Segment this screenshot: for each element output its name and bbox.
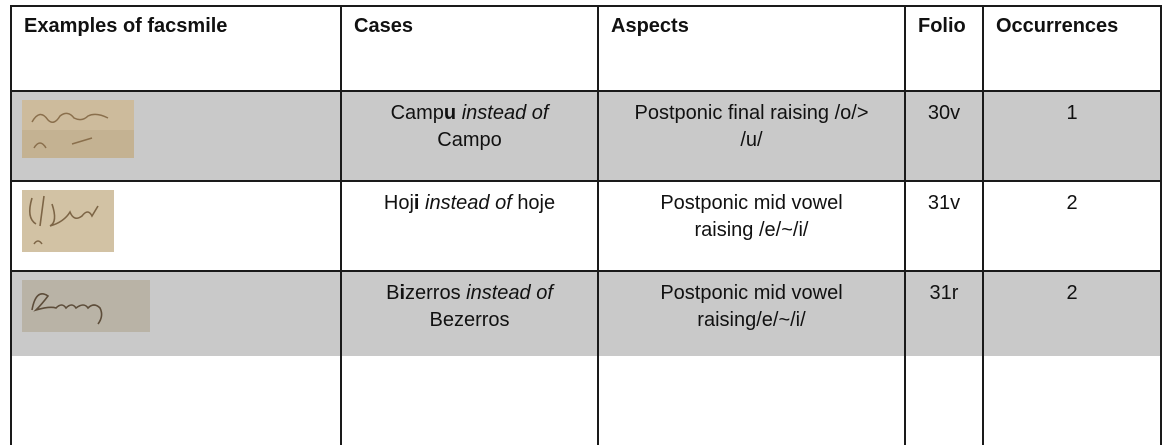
case-cell: Hoji instead of hoje bbox=[340, 180, 599, 272]
table-row: Hoji instead of hoje Postponic mid vowel… bbox=[10, 180, 1162, 272]
header-cell: Examples of facsmile bbox=[10, 5, 342, 92]
image-cell bbox=[10, 90, 342, 182]
case-connector: instead of bbox=[425, 192, 512, 214]
case-letter: i bbox=[399, 282, 406, 304]
facsimile-image bbox=[22, 280, 150, 332]
case-connector: instead of bbox=[466, 282, 553, 304]
case-cell: Bizerros instead of Bezerros bbox=[340, 270, 599, 445]
case-letter: i bbox=[413, 192, 420, 214]
table-row: Campu instead of Campo Postponic final r… bbox=[10, 90, 1162, 182]
image-cell bbox=[10, 180, 342, 272]
occurrences-cell: 2 bbox=[982, 180, 1162, 272]
facsimile-image bbox=[22, 190, 114, 252]
case-connector: instead of bbox=[461, 102, 549, 124]
facsimile-table: Examples of facsmile Cases Aspects Folio… bbox=[10, 5, 1162, 445]
occurrences-cell: 2 bbox=[982, 270, 1162, 445]
folio-cell: 31r bbox=[904, 270, 984, 445]
occurrences-cell: 1 bbox=[982, 90, 1162, 182]
page: {"table":{"header":["Examples of facsmil… bbox=[10, 5, 1162, 445]
case-text: B bbox=[386, 282, 400, 304]
facsimile-image bbox=[22, 100, 134, 158]
aspect-text: Postponic final raising /o/> /u/ bbox=[634, 102, 869, 151]
header-cell: Folio bbox=[904, 5, 984, 92]
aspect-text: Postponic mid vowel raising/e/~/i/ bbox=[660, 282, 843, 331]
case-letter: u bbox=[443, 102, 457, 124]
folio-cell: 30v bbox=[904, 90, 984, 182]
case-text: Camp bbox=[390, 102, 444, 124]
image-cell bbox=[10, 270, 342, 445]
aspect-cell: Postponic mid vowel raising/e/~/i/ bbox=[597, 270, 906, 445]
folio-cell: 31v bbox=[904, 180, 984, 272]
case-text: hoje bbox=[517, 192, 556, 214]
case-text: Bezerros bbox=[429, 309, 510, 331]
case-text: Hoj bbox=[383, 192, 414, 214]
case-text: Campo bbox=[437, 129, 502, 151]
header-cell: Occurrences bbox=[982, 5, 1162, 92]
aspect-cell: Postponic final raising /o/> /u/ bbox=[597, 90, 906, 182]
header-row: Examples of facsmile Cases Aspects Folio… bbox=[10, 5, 1162, 92]
table-row: Bizerros instead of Bezerros Postponic m… bbox=[10, 270, 1162, 445]
aspect-cell: Postponic mid vowel raising /e/~/i/ bbox=[597, 180, 906, 272]
header-cell: Cases bbox=[340, 5, 599, 92]
case-cell: Campu instead of Campo bbox=[340, 90, 599, 182]
aspect-text: Postponic mid vowel raising /e/~/i/ bbox=[660, 192, 843, 241]
header-cell: Aspects bbox=[597, 5, 906, 92]
case-text: zerros bbox=[405, 282, 461, 304]
